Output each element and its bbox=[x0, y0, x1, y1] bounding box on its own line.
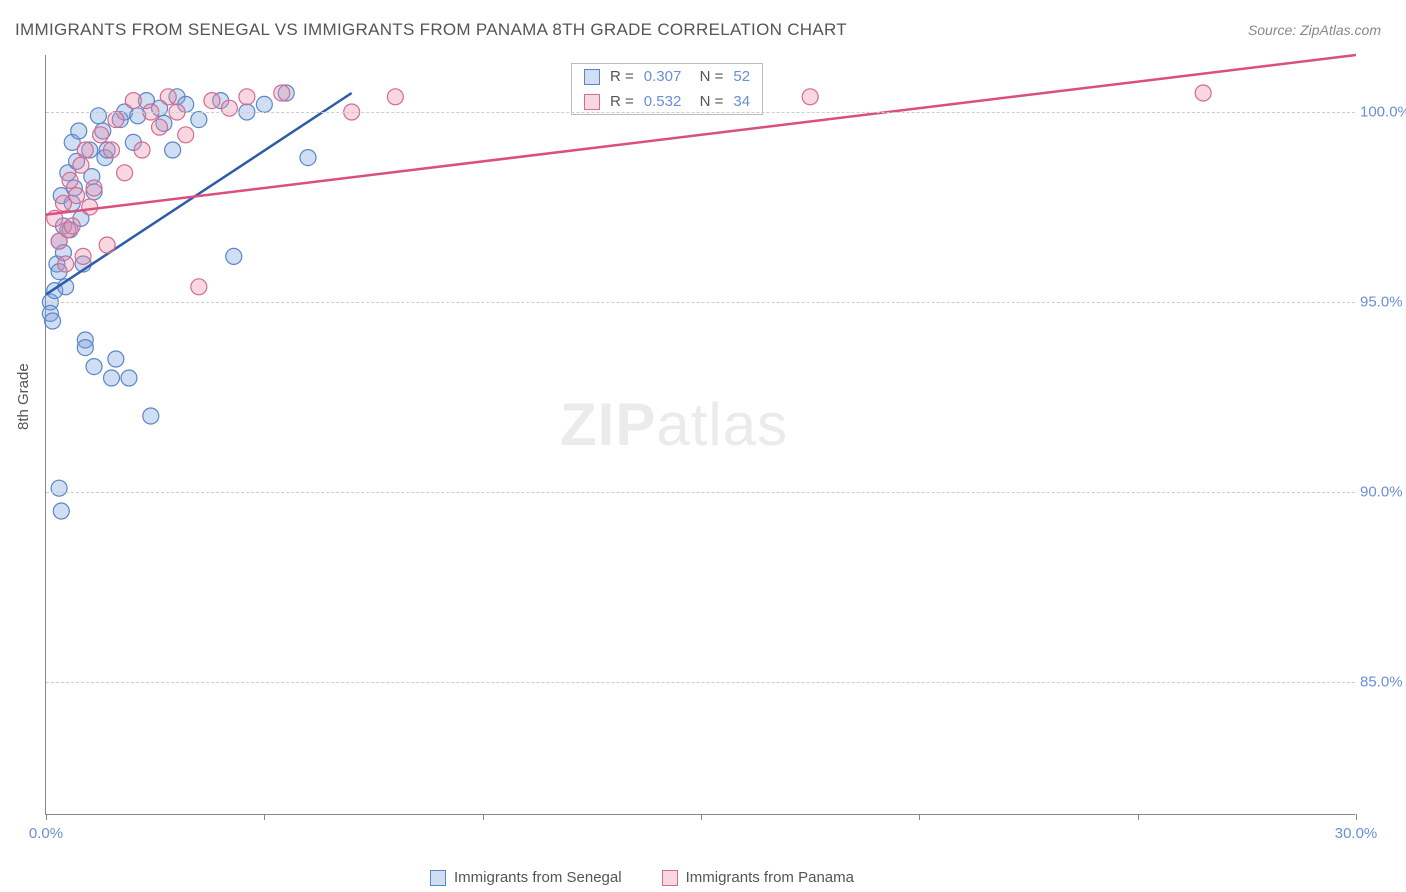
y-axis-label: 8th Grade bbox=[15, 363, 32, 430]
scatter-point-panama bbox=[160, 89, 176, 105]
correlation-legend-box: R = 0.307 N = 52 R = 0.532 N = 34 bbox=[571, 63, 763, 115]
swatch-senegal bbox=[584, 69, 600, 85]
y-tick-label: 90.0% bbox=[1360, 484, 1406, 501]
scatter-point-senegal bbox=[226, 248, 242, 264]
scatter-point-senegal bbox=[300, 150, 316, 166]
scatter-point-panama bbox=[93, 127, 109, 143]
n-value-senegal: 52 bbox=[733, 68, 750, 85]
scatter-point-panama bbox=[274, 85, 290, 101]
scatter-point-panama bbox=[108, 112, 124, 128]
source-attribution: Source: ZipAtlas.com bbox=[1248, 22, 1381, 38]
scatter-point-senegal bbox=[51, 480, 67, 496]
scatter-point-senegal bbox=[53, 503, 69, 519]
gridline-h bbox=[46, 112, 1355, 113]
source-prefix: Source: bbox=[1248, 22, 1300, 38]
bottom-legend: Immigrants from Senegal Immigrants from … bbox=[430, 869, 854, 886]
scatter-point-panama bbox=[152, 119, 168, 135]
legend-item-panama: Immigrants from Panama bbox=[662, 869, 854, 886]
scatter-point-senegal bbox=[90, 108, 106, 124]
x-tick-mark bbox=[1356, 814, 1357, 820]
gridline-h bbox=[46, 302, 1355, 303]
scatter-point-panama bbox=[82, 199, 98, 215]
scatter-point-senegal bbox=[191, 112, 207, 128]
scatter-point-panama bbox=[134, 142, 150, 158]
scatter-point-panama bbox=[802, 89, 818, 105]
scatter-point-panama bbox=[77, 142, 93, 158]
scatter-point-panama bbox=[58, 256, 74, 272]
scatter-point-senegal bbox=[77, 340, 93, 356]
scatter-point-panama bbox=[387, 89, 403, 105]
scatter-point-panama bbox=[69, 188, 85, 204]
scatter-point-panama bbox=[117, 165, 133, 181]
scatter-point-panama bbox=[86, 180, 102, 196]
legend-item-senegal: Immigrants from Senegal bbox=[430, 869, 622, 886]
scatter-point-panama bbox=[1195, 85, 1211, 101]
chart-title: IMMIGRANTS FROM SENEGAL VS IMMIGRANTS FR… bbox=[15, 20, 847, 40]
x-tick-mark bbox=[264, 814, 265, 820]
scatter-point-panama bbox=[125, 93, 141, 109]
n-value-panama: 34 bbox=[733, 93, 750, 110]
n-label: N = bbox=[691, 68, 723, 85]
swatch-senegal-bottom bbox=[430, 870, 446, 886]
scatter-point-senegal bbox=[108, 351, 124, 367]
r-label: R = bbox=[610, 93, 634, 110]
r-value-senegal: 0.307 bbox=[644, 68, 682, 85]
scatter-point-panama bbox=[221, 100, 237, 116]
legend-label-senegal: Immigrants from Senegal bbox=[454, 869, 622, 886]
scatter-point-panama bbox=[204, 93, 220, 109]
x-tick-mark bbox=[919, 814, 920, 820]
x-tick-label: 30.0% bbox=[1335, 825, 1378, 842]
scatter-point-senegal bbox=[143, 408, 159, 424]
scatter-point-senegal bbox=[104, 370, 120, 386]
legend-row-senegal: R = 0.307 N = 52 bbox=[572, 64, 762, 89]
legend-row-panama: R = 0.532 N = 34 bbox=[572, 89, 762, 114]
scatter-point-senegal bbox=[121, 370, 137, 386]
x-tick-label: 0.0% bbox=[29, 825, 63, 842]
swatch-panama bbox=[584, 94, 600, 110]
scatter-point-panama bbox=[178, 127, 194, 143]
x-tick-mark bbox=[701, 814, 702, 820]
scatter-point-panama bbox=[239, 89, 255, 105]
chart-plot-area: R = 0.307 N = 52 R = 0.532 N = 34 85.0%9… bbox=[45, 55, 1355, 815]
y-tick-label: 100.0% bbox=[1360, 104, 1406, 121]
x-tick-mark bbox=[483, 814, 484, 820]
scatter-point-panama bbox=[99, 237, 115, 253]
scatter-point-panama bbox=[73, 157, 89, 173]
x-tick-mark bbox=[1138, 814, 1139, 820]
gridline-h bbox=[46, 682, 1355, 683]
n-label: N = bbox=[691, 93, 723, 110]
scatter-point-senegal bbox=[256, 96, 272, 112]
swatch-panama-bottom bbox=[662, 870, 678, 886]
scatter-point-senegal bbox=[165, 142, 181, 158]
scatter-point-panama bbox=[104, 142, 120, 158]
scatter-plot-svg bbox=[46, 55, 1355, 814]
y-tick-label: 95.0% bbox=[1360, 294, 1406, 311]
scatter-point-senegal bbox=[71, 123, 87, 139]
scatter-point-panama bbox=[64, 218, 80, 234]
gridline-h bbox=[46, 492, 1355, 493]
r-value-panama: 0.532 bbox=[644, 93, 682, 110]
source-name: ZipAtlas.com bbox=[1300, 22, 1381, 38]
legend-label-panama: Immigrants from Panama bbox=[686, 869, 854, 886]
r-label: R = bbox=[610, 68, 634, 85]
x-tick-mark bbox=[46, 814, 47, 820]
scatter-point-panama bbox=[75, 248, 91, 264]
scatter-point-senegal bbox=[45, 313, 61, 329]
scatter-point-panama bbox=[62, 172, 78, 188]
scatter-point-panama bbox=[191, 279, 207, 295]
y-tick-label: 85.0% bbox=[1360, 674, 1406, 691]
scatter-point-senegal bbox=[86, 359, 102, 375]
